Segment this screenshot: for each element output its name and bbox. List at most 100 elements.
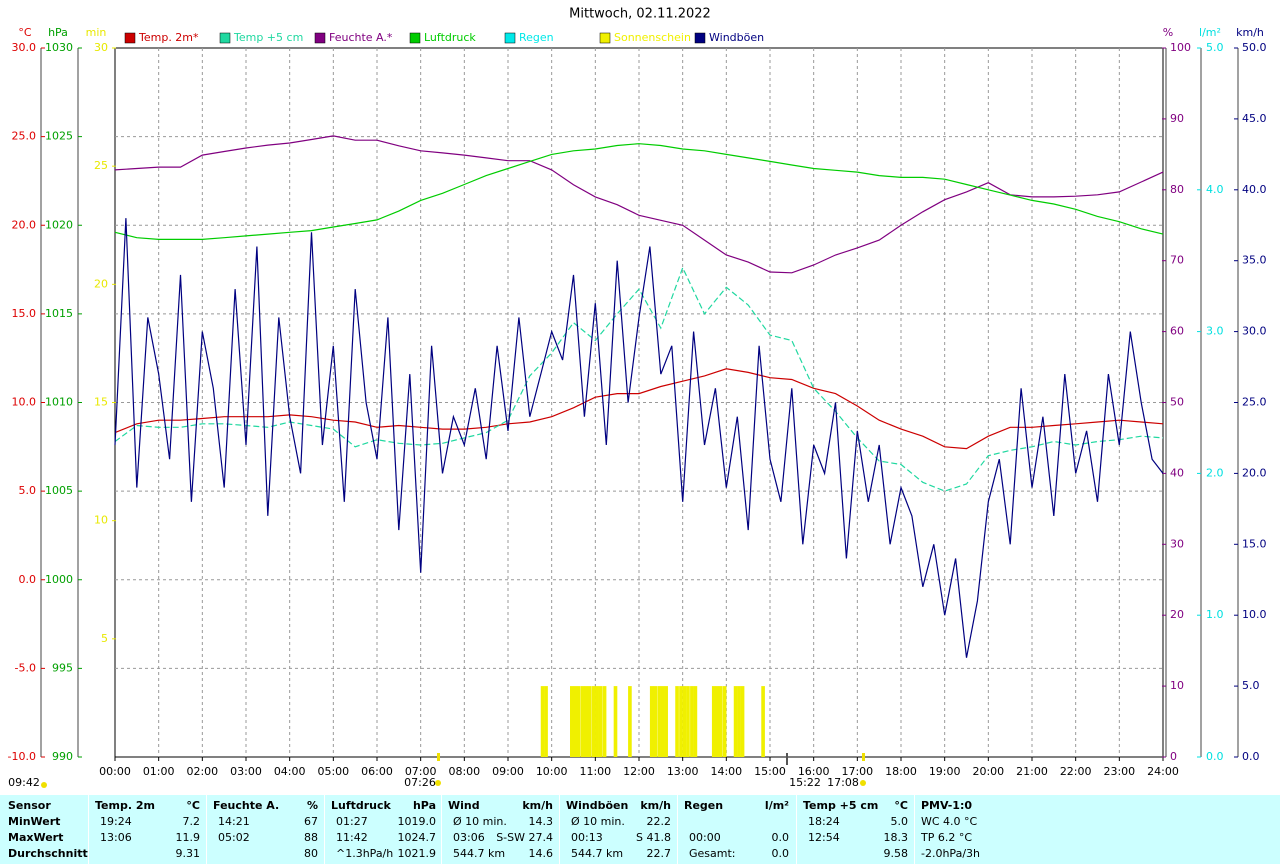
x-tick-label: 14:00 <box>710 765 742 778</box>
chart-title: Mittwoch, 02.11.2022 <box>569 7 711 22</box>
y-tick-label: 1015 <box>45 307 73 320</box>
axis-unit: min <box>86 26 107 39</box>
y-tick-label: 40.0 <box>1242 183 1267 196</box>
y-tick-label: 10.0 <box>1242 608 1267 621</box>
table-cell: 14.3 <box>528 815 554 828</box>
y-tick-label: 1025 <box>45 130 73 143</box>
x-tick-label: 00:00 <box>99 765 131 778</box>
sun-bar <box>540 686 545 757</box>
sun-bar <box>653 686 658 757</box>
y-tick-label: -5.0 <box>15 661 36 674</box>
table-cell: 22.7 <box>646 847 672 860</box>
table-cell: 9.31 <box>175 847 201 860</box>
table-cell: 5.0 <box>890 815 909 828</box>
y-tick-label: 5.0 <box>19 484 37 497</box>
sun-bar <box>580 686 585 757</box>
table-header: PMV-1:0 <box>921 799 972 812</box>
table-unit: km/h <box>640 799 671 812</box>
x-tick-label: 10:00 <box>536 765 568 778</box>
table-header: Feuchte A. <box>213 799 280 812</box>
sun-bar <box>682 686 687 757</box>
x-tick-label: 20:00 <box>972 765 1004 778</box>
y-tick-label: 35.0 <box>1242 254 1267 267</box>
table-cell: 0.0 <box>771 831 790 844</box>
x-tick-label: 08:00 <box>448 765 480 778</box>
table-cell: 11:42 <box>336 831 368 844</box>
x-tick-label: 24:00 <box>1147 765 1179 778</box>
sun-bar <box>737 686 741 757</box>
table-cell: -2.0hPa/3h <box>921 847 980 860</box>
table-cell: 19:24 <box>100 815 132 828</box>
table-cell: 1021.9 <box>397 847 437 860</box>
y-tick-label: 5 <box>101 632 108 645</box>
table-cell: 67 <box>304 815 318 828</box>
x-tick-label: 05:00 <box>317 765 349 778</box>
legend-swatch <box>314 32 326 44</box>
column-separator <box>914 795 915 864</box>
y-tick-label: 20.0 <box>1242 466 1267 479</box>
legend-label: Feuchte A.* <box>329 31 393 44</box>
column-separator <box>677 795 678 864</box>
y-tick-label: 4.0 <box>1206 183 1224 196</box>
sun-bar <box>664 686 668 757</box>
sun-bar <box>693 686 698 757</box>
legend-label: Luftdruck <box>424 31 476 44</box>
y-tick-label: 70 <box>1170 254 1184 267</box>
x-tick-label: 12:00 <box>623 765 655 778</box>
table-cell: ^1.3hPa/h <box>336 847 394 860</box>
x-tick-label: 15:00 <box>754 765 786 778</box>
y-tick-label: 100 <box>1170 41 1191 54</box>
chart: Mittwoch, 02.11.2022 00:00 01:00 02:00 03:0… <box>8 7 1267 790</box>
stats-table: Sensor MinWert MaxWert Durchschnitt Temp. 2m… <box>0 795 1280 864</box>
table-cell: 1019.0 <box>397 815 437 828</box>
legend-swatch <box>599 32 611 44</box>
legend-label: Regen <box>519 31 554 44</box>
column-separator <box>88 795 89 864</box>
table-unit: hPa <box>412 799 436 812</box>
y-tick-label: 0.0 <box>1206 750 1224 763</box>
table-cell: 7.2 <box>182 815 201 828</box>
sun-bar <box>613 686 618 757</box>
axis-unit: hPa <box>48 26 68 39</box>
table-cell: Durchschnitt <box>8 847 88 860</box>
y-tick-label: 10 <box>94 514 108 527</box>
sun-bar <box>660 686 665 757</box>
y-tick-label: 1005 <box>45 484 73 497</box>
table-cell: 18.3 <box>883 831 909 844</box>
x-tick-label: 19:00 <box>929 765 961 778</box>
x-tick-label: 13:00 <box>667 765 699 778</box>
sun-bar <box>715 686 720 757</box>
table-cell: 12:54 <box>808 831 840 844</box>
x-tick-label: 02:00 <box>186 765 218 778</box>
y-tick-label: 45.0 <box>1242 112 1267 125</box>
x-tick-label: 21:00 <box>1016 765 1048 778</box>
y-tick-label: 25.0 <box>1242 396 1267 409</box>
legend-label: Windböen <box>709 31 764 44</box>
column-separator <box>324 795 325 864</box>
legend-swatch <box>409 32 421 44</box>
sun-bar <box>573 686 578 757</box>
y-tick-label: 2.0 <box>1206 466 1224 479</box>
y-tick-label: 1000 <box>45 573 73 586</box>
sun-bar <box>570 686 574 757</box>
legend-label: Temp +5 cm <box>233 31 303 44</box>
y-tick-label: 25 <box>94 159 108 172</box>
y-tick-label: 15.0 <box>12 307 37 320</box>
table-cell: 22.2 <box>646 815 672 828</box>
sun-icon <box>860 780 866 786</box>
x-tick-label: 22:00 <box>1060 765 1092 778</box>
y-tick-label: 3.0 <box>1206 325 1224 338</box>
sunset-marker <box>862 753 865 761</box>
table-cell: MinWert <box>8 815 61 828</box>
y-tick-label: 10.0 <box>12 396 37 409</box>
table-cell: TP 6.2 °C <box>921 831 973 844</box>
y-tick-label: 50.0 <box>1242 41 1267 54</box>
y-tick-label: 50 <box>1170 396 1184 409</box>
series-line <box>114 135 1164 274</box>
y-tick-label: 30 <box>94 41 108 54</box>
x-tick-label: 03:00 <box>230 765 262 778</box>
y-tick-label: 1020 <box>45 218 73 231</box>
table-cell: 00:13 <box>571 831 603 844</box>
sun-bar <box>544 686 548 757</box>
